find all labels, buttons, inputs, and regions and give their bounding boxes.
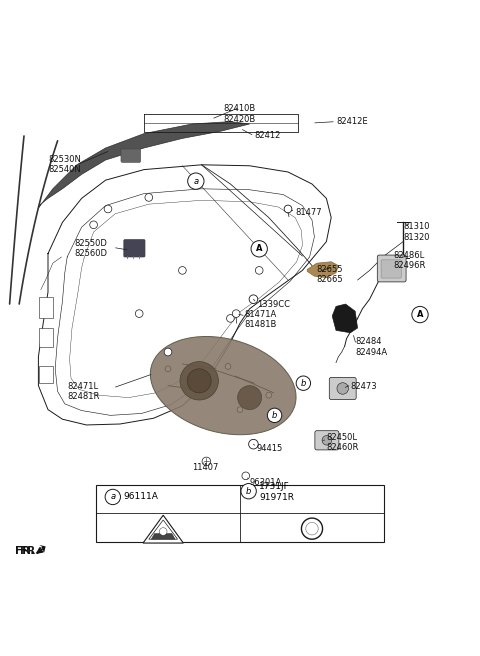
Text: a: a xyxy=(110,493,115,501)
Circle shape xyxy=(267,408,282,422)
Circle shape xyxy=(188,173,204,190)
Circle shape xyxy=(179,266,186,274)
FancyBboxPatch shape xyxy=(39,297,53,318)
FancyBboxPatch shape xyxy=(329,377,356,400)
Text: 82412: 82412 xyxy=(254,131,281,140)
FancyBboxPatch shape xyxy=(39,367,53,383)
Circle shape xyxy=(135,310,143,318)
FancyArrowPatch shape xyxy=(38,548,43,552)
Circle shape xyxy=(301,518,323,539)
Text: 82471L
82481R: 82471L 82481R xyxy=(67,382,99,401)
Text: FR.: FR. xyxy=(15,546,35,556)
Circle shape xyxy=(202,457,211,466)
Text: 1731JF
91971R: 1731JF 91971R xyxy=(259,482,294,502)
Text: 82473: 82473 xyxy=(350,382,377,391)
Text: 94415: 94415 xyxy=(257,445,283,453)
Circle shape xyxy=(241,483,256,499)
Polygon shape xyxy=(149,520,178,539)
Text: A: A xyxy=(417,310,423,319)
Text: 82412E: 82412E xyxy=(336,117,368,126)
FancyBboxPatch shape xyxy=(96,485,384,542)
Polygon shape xyxy=(151,533,175,539)
Ellipse shape xyxy=(150,337,296,435)
Text: 81310
81320: 81310 81320 xyxy=(403,222,430,241)
Text: b: b xyxy=(300,379,306,388)
Text: 1339CC: 1339CC xyxy=(257,300,290,310)
Circle shape xyxy=(238,386,262,409)
Text: 96301A: 96301A xyxy=(250,478,282,487)
Circle shape xyxy=(242,472,250,480)
Circle shape xyxy=(187,369,211,393)
Circle shape xyxy=(145,194,153,201)
Text: 11407: 11407 xyxy=(192,462,218,472)
Text: 96111A: 96111A xyxy=(124,493,159,501)
Text: 82655
82665: 82655 82665 xyxy=(317,264,343,284)
Text: 82530N
82540N: 82530N 82540N xyxy=(48,155,81,174)
Circle shape xyxy=(180,361,218,400)
Circle shape xyxy=(159,527,167,535)
Circle shape xyxy=(227,315,234,322)
Polygon shape xyxy=(307,262,338,277)
Circle shape xyxy=(225,363,231,369)
FancyBboxPatch shape xyxy=(315,431,339,450)
Circle shape xyxy=(296,376,311,390)
Circle shape xyxy=(306,522,318,535)
Circle shape xyxy=(337,382,348,394)
Circle shape xyxy=(249,295,258,304)
Text: 82450L
82460R: 82450L 82460R xyxy=(326,432,359,452)
FancyBboxPatch shape xyxy=(381,260,401,278)
Circle shape xyxy=(90,221,97,229)
Text: 82486L
82496R: 82486L 82496R xyxy=(394,251,426,270)
Circle shape xyxy=(251,241,267,257)
FancyBboxPatch shape xyxy=(377,255,406,282)
Text: A: A xyxy=(256,244,263,253)
Circle shape xyxy=(255,266,263,274)
Text: a: a xyxy=(193,176,198,186)
Polygon shape xyxy=(38,121,250,208)
Circle shape xyxy=(322,436,332,445)
Polygon shape xyxy=(143,515,183,543)
Polygon shape xyxy=(332,304,358,333)
Text: 82550D
82560D: 82550D 82560D xyxy=(74,239,108,258)
Circle shape xyxy=(104,205,112,213)
Circle shape xyxy=(164,348,172,356)
FancyBboxPatch shape xyxy=(121,149,141,163)
Circle shape xyxy=(105,489,120,504)
Circle shape xyxy=(232,310,240,318)
Text: b: b xyxy=(246,487,252,496)
Circle shape xyxy=(237,407,243,413)
FancyBboxPatch shape xyxy=(124,239,145,257)
Circle shape xyxy=(165,366,171,372)
Circle shape xyxy=(266,392,272,398)
Text: 81477: 81477 xyxy=(295,209,322,217)
Circle shape xyxy=(249,440,258,449)
Circle shape xyxy=(412,306,428,323)
Text: 81471A
81481B: 81471A 81481B xyxy=(245,310,277,329)
Text: FR.: FR. xyxy=(20,546,39,556)
FancyBboxPatch shape xyxy=(39,328,53,347)
Polygon shape xyxy=(33,545,46,556)
Text: b: b xyxy=(272,411,277,420)
Text: 82410B
82420B: 82410B 82420B xyxy=(224,104,256,124)
Circle shape xyxy=(284,205,292,213)
Text: 82484
82494A: 82484 82494A xyxy=(355,337,387,357)
